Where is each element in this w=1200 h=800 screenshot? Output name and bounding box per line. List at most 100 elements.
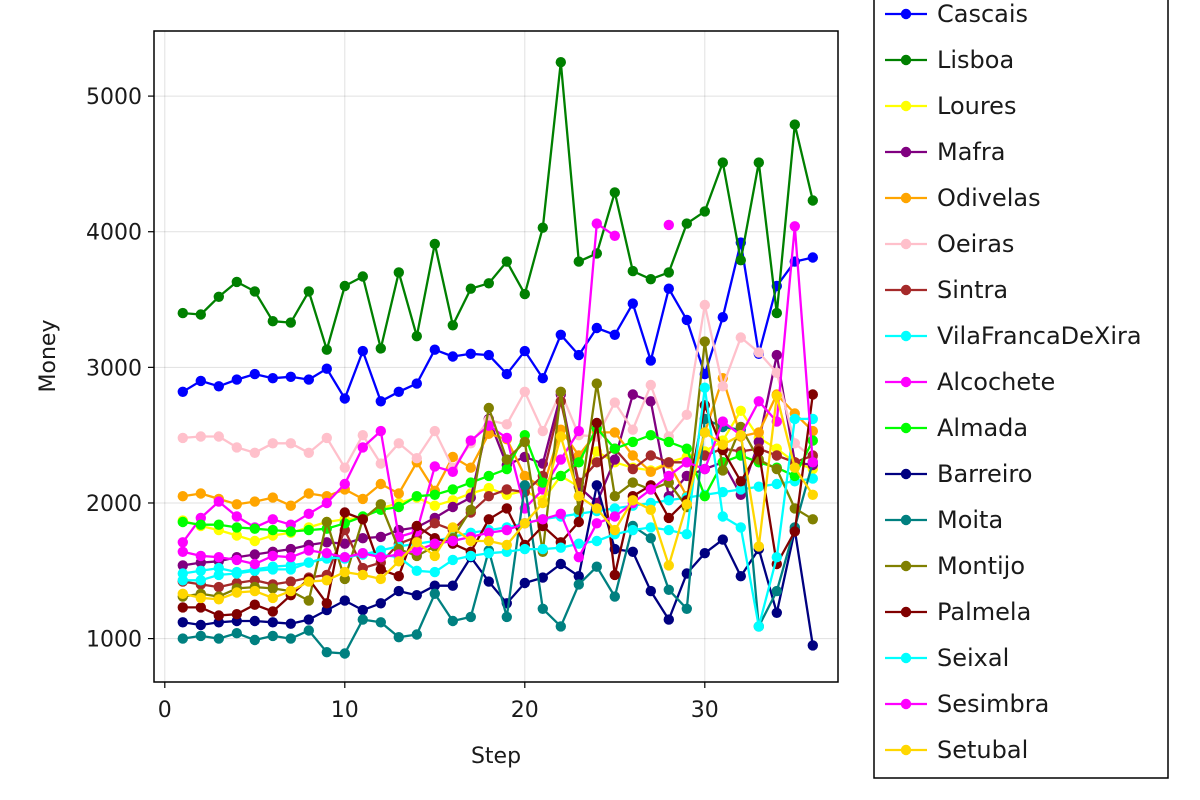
data-point [501, 454, 512, 465]
x-tick-label: 20 [511, 698, 539, 723]
data-point [285, 438, 296, 449]
data-point [573, 425, 584, 437]
data-point [681, 603, 692, 614]
data-point [627, 495, 638, 506]
legend-marker [900, 284, 912, 296]
data-point [771, 367, 782, 378]
legend-marker [900, 560, 912, 572]
data-point [177, 386, 188, 397]
data-point [447, 320, 458, 331]
data-point [591, 535, 602, 547]
data-point [195, 488, 206, 499]
data-point [267, 524, 278, 536]
data-point [303, 374, 314, 385]
data-point [627, 389, 638, 400]
data-point [735, 332, 746, 343]
legend-item: Setubal [885, 736, 1028, 764]
data-point [609, 187, 620, 198]
data-point [393, 386, 404, 397]
data-point [393, 571, 404, 582]
data-point [519, 436, 530, 448]
data-point [483, 514, 494, 525]
data-point [231, 609, 242, 620]
data-point [591, 417, 602, 429]
data-point [177, 575, 188, 586]
legend-item: Almada [885, 414, 1028, 442]
legend-label: Oeiras [937, 230, 1014, 258]
legend-item: Barreiro [885, 460, 1032, 488]
data-point [699, 206, 710, 217]
data-point [501, 419, 512, 430]
data-point [681, 457, 692, 468]
legend-label: Sesimbra [937, 690, 1049, 718]
data-point [681, 499, 692, 510]
data-point [195, 375, 206, 387]
data-point [411, 520, 422, 532]
data-point [519, 543, 530, 555]
y-tick-label: 1000 [86, 628, 142, 653]
data-point [249, 585, 260, 597]
data-point [555, 542, 566, 553]
data-point [231, 374, 242, 385]
data-point [519, 480, 530, 491]
data-point [213, 381, 224, 392]
data-point [717, 511, 728, 522]
data-point [357, 548, 368, 559]
data-point [213, 519, 224, 530]
legend-label: Seixal [937, 644, 1009, 672]
data-point [303, 625, 314, 636]
data-point [321, 598, 332, 609]
data-point [663, 457, 674, 468]
data-point [429, 588, 440, 599]
data-point [285, 317, 296, 328]
y-tick-label: 5000 [86, 85, 142, 110]
data-point [627, 546, 638, 557]
data-point [195, 592, 206, 604]
data-point [447, 554, 458, 566]
data-point [375, 396, 386, 407]
data-point [591, 322, 602, 334]
data-point [231, 511, 242, 522]
data-point [573, 552, 584, 563]
data-point [645, 274, 656, 285]
data-point [447, 501, 458, 513]
data-point [663, 584, 674, 595]
data-point [357, 430, 368, 441]
data-point [249, 286, 260, 297]
data-point [717, 534, 728, 545]
legend-label: Lisboa [937, 46, 1014, 74]
data-point [645, 396, 656, 407]
data-point [393, 556, 404, 567]
data-point [807, 457, 818, 468]
data-point [231, 499, 242, 510]
data-point [249, 447, 260, 458]
legend-label: Montijo [937, 552, 1025, 580]
data-point [231, 568, 242, 579]
data-point [249, 523, 260, 534]
legend-marker [900, 422, 912, 434]
data-point [627, 524, 638, 536]
legend-label: Palmela [937, 598, 1031, 626]
data-point [375, 531, 386, 543]
data-point [195, 565, 206, 576]
data-point [771, 390, 782, 401]
data-point [411, 545, 422, 556]
series-layer [177, 57, 818, 659]
data-point [177, 307, 188, 319]
data-point [681, 529, 692, 540]
data-point [789, 119, 800, 130]
series-setubal [177, 390, 818, 605]
data-point [555, 431, 566, 442]
legend-item: Moita [885, 506, 1003, 534]
data-point [663, 512, 674, 524]
data-point [753, 347, 764, 358]
data-point [627, 265, 638, 277]
legend-item: Mafra [885, 138, 1005, 166]
data-point [249, 368, 260, 380]
data-point [195, 431, 206, 442]
data-point [519, 577, 530, 589]
data-point [645, 430, 656, 441]
data-point [645, 522, 656, 533]
data-point [321, 537, 332, 548]
legend: Cascais Lisboa Loures Mafra Odivelas Oeiras Si… [873, 0, 1169, 779]
